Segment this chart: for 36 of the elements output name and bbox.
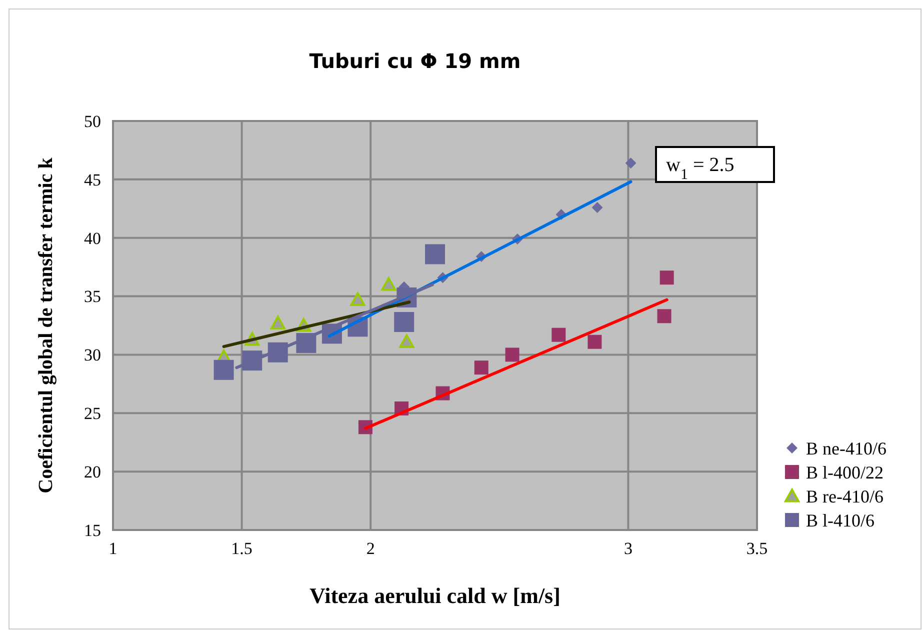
point <box>657 309 672 324</box>
point <box>399 334 414 348</box>
y-tick-label: 35 <box>84 287 101 306</box>
point <box>505 348 520 362</box>
point <box>214 360 234 380</box>
y-tick-label: 15 <box>84 520 101 540</box>
x-axis-title: Viteza aerului cald w [m/s] <box>310 583 560 608</box>
y-tick-label: 45 <box>84 170 101 190</box>
x-tick-label: 1.5 <box>231 539 252 558</box>
point <box>592 202 603 213</box>
point <box>474 360 488 375</box>
chart-title: Tuburi cu Φ 19 mm <box>309 49 521 73</box>
point <box>394 312 414 332</box>
x-tick-label: 1 <box>108 539 118 558</box>
point <box>350 292 366 306</box>
point <box>552 328 566 342</box>
point <box>660 270 674 285</box>
y-tick-label: 30 <box>84 346 101 365</box>
x-tick-label: 2 <box>366 539 375 558</box>
point <box>625 158 636 169</box>
annotation: w$_{1}$ = 2.5 <box>666 154 734 183</box>
y-tick-label: 50 <box>84 112 101 131</box>
point <box>588 334 602 349</box>
legend-label: B ne-410/6 <box>806 438 886 458</box>
y-tick-label: 20 <box>84 462 101 482</box>
y-axis-title: Coeficientul global de transfer termic k <box>35 156 57 494</box>
point <box>381 277 396 291</box>
x-tick-label: 3.5 <box>746 539 768 558</box>
point <box>425 244 445 264</box>
legend-label: B re-410/6 <box>806 486 884 506</box>
y-tick-label: 40 <box>84 228 101 248</box>
legend-label: B l-400/22 <box>806 462 884 482</box>
y-tick-label: 25 <box>84 404 101 424</box>
x-tick-label: 3 <box>624 539 632 558</box>
legend-label: B l-410/6 <box>806 510 875 530</box>
point <box>270 316 286 330</box>
